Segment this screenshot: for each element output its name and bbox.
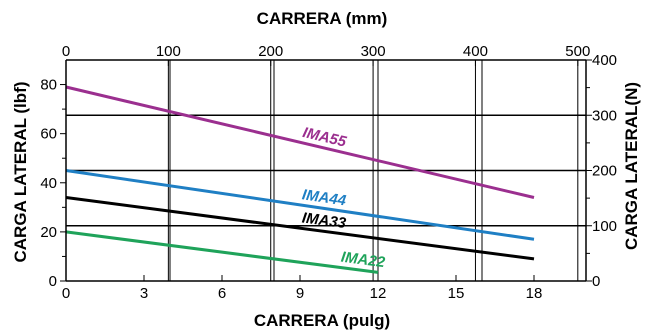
x-top-tick-label: 200 [258,43,283,60]
x-top-axis-title: CARRERA (mm) [257,9,388,28]
x-top-tick-label: 100 [156,43,181,60]
x-top-tick-label: 300 [361,43,386,60]
series-line-ima44 [65,169,535,241]
y-right-tick-label: 300 [592,107,617,124]
x-bottom-tick-label: 6 [218,285,226,302]
y-left-tick-label: 80 [40,77,57,94]
series-lines [65,85,535,274]
y-left-tick-label: 20 [40,224,57,241]
x-bottom-tick-label: 9 [296,285,304,302]
x-bottom-tick-label: 0 [62,285,70,302]
series-line-ima33 [65,196,535,261]
x-bottom-tick-label: 12 [370,285,387,302]
y-left-axis-title: CARGA LATERAL (lbf) [11,82,30,263]
x-top-tick-label: 400 [463,43,488,60]
x-bottom-axis-title: CARRERA (pulg) [254,311,390,330]
x-bottom-tick-label: 18 [526,285,543,302]
y-left-tick-label: 40 [40,175,57,192]
series-line-ima22 [65,230,379,274]
y-right-axis-title: CARGA LATERAL(N) [622,82,641,250]
y-left-tick-label: 0 [49,273,57,290]
y-right-tick-label: 100 [592,218,617,235]
x-top-tick-label: 500 [565,43,590,60]
y-left-tick-label: 60 [40,126,57,143]
x-top-tick-label: 0 [62,43,70,60]
series-label-ima44: IMA44 [301,186,348,209]
x-bottom-tick-label: 15 [448,285,465,302]
series-label-ima22: IMA22 [340,249,387,272]
y-right-tick-label: 0 [592,273,600,290]
y-right-tick-label: 200 [592,163,617,180]
grid [66,60,586,281]
tick-labels: 0 3 6 9 12 15 180 100 200 300 400 50002040608001002… [40,43,617,302]
series-label-ima33: IMA33 [301,210,348,233]
x-bottom-tick-label: 3 [140,285,148,302]
y-right-tick-label: 400 [592,52,617,69]
axes [60,59,592,282]
series-line-ima55 [65,85,535,199]
